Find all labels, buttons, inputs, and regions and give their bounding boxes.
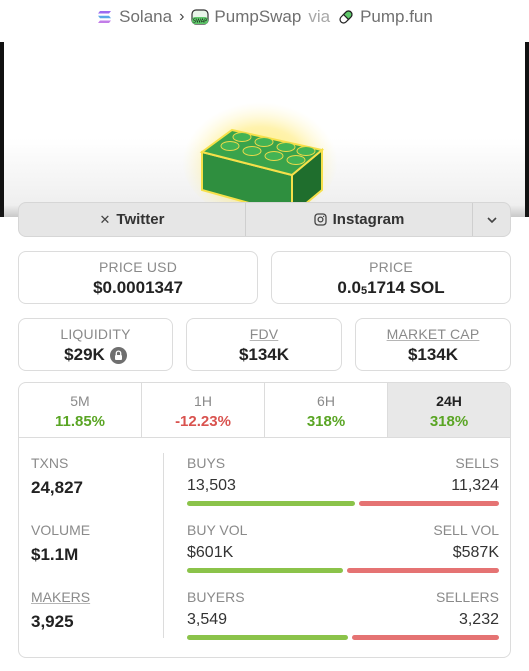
tab-24h[interactable]: 24H 318% bbox=[388, 383, 510, 437]
sells-value: 11,324 bbox=[451, 477, 499, 494]
token-header-image bbox=[0, 42, 529, 217]
txns-stat: TXNS 24,827 bbox=[31, 455, 151, 522]
breadcrumb-dex-label: PumpSwap bbox=[214, 7, 302, 26]
market-cap-label[interactable]: MARKET CAP bbox=[386, 326, 480, 342]
sells-bar-fill bbox=[358, 501, 499, 506]
chevron-down-icon bbox=[486, 216, 497, 223]
buy-sell-vol-bar bbox=[187, 568, 499, 573]
buys-sells-bar bbox=[187, 501, 499, 506]
buy-vol-value: $601K bbox=[187, 544, 234, 561]
price-usd-card: PRICE USD $0.0001347 bbox=[18, 251, 258, 304]
price-native-label: PRICE bbox=[369, 259, 413, 275]
liquidity-label: LIQUIDITY bbox=[60, 326, 131, 342]
buys-label: BUYS bbox=[187, 455, 226, 471]
tab-5m[interactable]: 5M 11.85% bbox=[19, 383, 142, 437]
sellers-value: 3,232 bbox=[458, 611, 499, 628]
breadcrumb-launchpad[interactable]: Pump.fun bbox=[337, 7, 433, 27]
market-cap-value: $134K bbox=[407, 345, 459, 364]
tab-1h[interactable]: 1H -12.23% bbox=[142, 383, 265, 437]
fdv-value: $134K bbox=[238, 345, 290, 364]
liquidity-value: $29K bbox=[19, 345, 172, 365]
volume-label: VOLUME bbox=[31, 522, 91, 538]
buyers-value: 3,549 bbox=[187, 611, 228, 628]
instagram-label: Instagram bbox=[332, 211, 405, 228]
lego-brick-icon bbox=[182, 96, 338, 217]
buy-sell-stats: BUYS SELLS 13,503 11,324 BUY VOL SELL VO… bbox=[187, 455, 499, 656]
twitter-button[interactable]: ✕ Twitter bbox=[19, 203, 246, 236]
makers-value: 3,925 bbox=[31, 612, 74, 631]
sell-vol-label: SELL VOL bbox=[433, 522, 499, 538]
price-native-value: 0.0 5 1714 SOL bbox=[337, 278, 445, 297]
buyers-sellers-row: BUYERS SELLERS 3,549 3,232 bbox=[187, 589, 499, 656]
tab-1h-change: -12.23% bbox=[175, 413, 231, 430]
solana-icon bbox=[98, 11, 112, 23]
tab-6h-label: 6H bbox=[317, 393, 335, 409]
lock-icon[interactable] bbox=[109, 346, 127, 364]
hero-edge-right bbox=[525, 42, 529, 217]
instagram-button[interactable]: Instagram bbox=[246, 203, 472, 236]
volume-stat: VOLUME $1.1M bbox=[31, 522, 151, 589]
tab-5m-change: 11.85% bbox=[54, 413, 106, 430]
tab-24h-change: 318% bbox=[429, 413, 469, 430]
breadcrumb-launchpad-label: Pump.fun bbox=[360, 7, 433, 26]
fdv-card[interactable]: FDV $134K bbox=[186, 318, 342, 371]
price-native-card: PRICE 0.0 5 1714 SOL bbox=[271, 251, 511, 304]
volume-value: $1.1M bbox=[31, 545, 79, 564]
breadcrumb-chain[interactable]: Solana bbox=[96, 7, 172, 27]
social-links-bar: ✕ Twitter Instagram bbox=[18, 202, 511, 237]
instagram-icon bbox=[313, 213, 327, 226]
trading-stats-panel: 5M 11.85% 1H -12.23% 6H 318% 24H 318% TX… bbox=[18, 382, 511, 658]
summary-stats: TXNS 24,827 VOLUME $1.1M MAKERS 3,925 bbox=[31, 455, 151, 656]
tab-6h[interactable]: 6H 318% bbox=[265, 383, 388, 437]
txns-label: TXNS bbox=[31, 455, 69, 471]
breadcrumb-via: via bbox=[308, 7, 331, 26]
buy-vol-bar-fill bbox=[187, 568, 343, 573]
breadcrumb-chain-label: Solana bbox=[119, 7, 173, 26]
price-usd-label: PRICE USD bbox=[98, 259, 178, 275]
pumpswap-icon: SWAP bbox=[191, 9, 210, 25]
buyers-sellers-bar bbox=[187, 635, 499, 640]
tab-5m-label: 5M bbox=[70, 393, 90, 409]
buyers-bar-fill bbox=[187, 635, 349, 640]
price-usd-value: $0.0001347 bbox=[93, 278, 183, 297]
tab-6h-change: 318% bbox=[306, 413, 346, 430]
more-links-button[interactable] bbox=[472, 203, 510, 236]
buyers-label: BUYERS bbox=[187, 589, 245, 605]
hero-edge-left bbox=[0, 42, 4, 217]
buys-sells-row: BUYS SELLS 13,503 11,324 bbox=[187, 455, 499, 522]
tab-1h-label: 1H bbox=[194, 393, 212, 409]
svg-text:SWAP: SWAP bbox=[193, 19, 207, 25]
interval-tabs: 5M 11.85% 1H -12.23% 6H 318% 24H 318% bbox=[19, 383, 510, 438]
sells-label: SELLS bbox=[455, 455, 499, 471]
tab-24h-label: 24H bbox=[436, 393, 462, 409]
x-icon: ✕ bbox=[99, 211, 111, 227]
buy-sell-vol-row: BUY VOL SELL VOL $601K $587K bbox=[187, 522, 499, 589]
chevron-right-icon: › bbox=[179, 8, 185, 25]
makers-stat: MAKERS 3,925 bbox=[31, 589, 151, 656]
buys-bar-fill bbox=[187, 501, 355, 506]
sellers-label: SELLERS bbox=[435, 589, 499, 605]
txns-value: 24,827 bbox=[31, 478, 83, 497]
sell-vol-value: $587K bbox=[452, 544, 499, 561]
sellers-bar-fill bbox=[352, 635, 499, 640]
buy-vol-label: BUY VOL bbox=[187, 522, 248, 538]
twitter-label: Twitter bbox=[116, 211, 165, 228]
breadcrumb-dex[interactable]: SWAP PumpSwap bbox=[191, 7, 301, 27]
sell-vol-bar-fill bbox=[346, 568, 499, 573]
fdv-label[interactable]: FDV bbox=[249, 326, 279, 342]
stats-divider bbox=[163, 453, 164, 638]
breadcrumb: Solana › SWAP PumpSwap via Pump.fun bbox=[0, 0, 529, 34]
market-cap-card[interactable]: MARKET CAP $134K bbox=[355, 318, 511, 371]
pill-icon bbox=[339, 10, 353, 24]
makers-label[interactable]: MAKERS bbox=[31, 589, 91, 605]
liquidity-card: LIQUIDITY $29K bbox=[18, 318, 173, 371]
buys-value: 13,503 bbox=[187, 477, 236, 494]
